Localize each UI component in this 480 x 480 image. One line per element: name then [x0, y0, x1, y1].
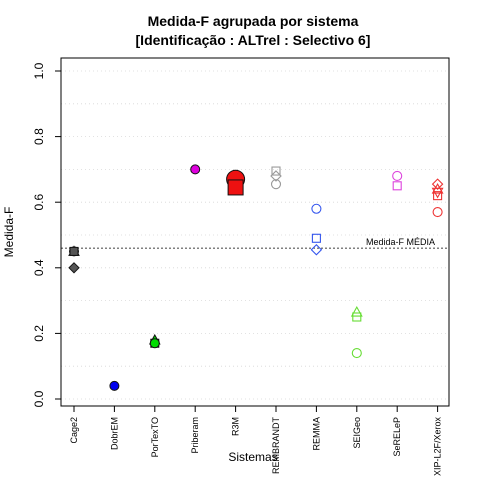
y-tick-label: 0.0: [32, 390, 46, 407]
y-axis-label: Medida-F: [2, 207, 16, 258]
chart-subtitle: [Identificação : ALTrel : Selectivo 6]: [136, 32, 371, 48]
data-point: [352, 312, 362, 322]
chart-title: Medida-F agrupada por sistema: [148, 13, 359, 29]
x-tick-label: Cage2: [69, 417, 79, 444]
data-point: [431, 178, 444, 190]
reference-line-group: Medida-F MÉDIA: [61, 237, 449, 249]
data-point: [271, 166, 281, 176]
data-point: [109, 380, 120, 391]
x-tick-label: SEIGeo: [352, 417, 362, 449]
data-point: [432, 206, 443, 218]
x-axis: Cage2 DobrEM PorTexTO Priberam R3M REMBRANDT R…: [69, 406, 443, 476]
x-tick-label: PorTexTO: [150, 417, 160, 457]
x-tick-label: REMMA: [311, 417, 321, 451]
data-point: [431, 187, 444, 199]
x-tick-label: R3M: [231, 417, 241, 436]
data-point: [350, 305, 363, 317]
x-tick-label: SeRELeP: [392, 417, 402, 457]
data-point: [149, 338, 160, 349]
average-reference-label: Medida-F MÉDIA: [366, 237, 435, 247]
data-point: [69, 246, 79, 256]
data-point: [311, 203, 322, 214]
data-point: [227, 179, 244, 196]
y-axis: 0.0 0.2 0.4 0.6 0.8 1.0: [32, 62, 61, 407]
data-points: [68, 164, 444, 391]
y-tick-label: 0.6: [32, 194, 46, 211]
data-point: [351, 348, 362, 359]
y-tick-label: 1.0: [32, 62, 46, 79]
data-point: [190, 164, 201, 175]
data-point: [392, 181, 402, 191]
y-tick-label: 0.2: [32, 325, 46, 342]
data-point: [433, 191, 443, 201]
data-point: [270, 179, 282, 190]
x-tick-label: REMBRANDT: [271, 417, 281, 475]
y-tick-label: 0.4: [32, 259, 46, 276]
data-point: [310, 243, 323, 256]
x-tick-label: XIP-L2F/Xerox: [433, 417, 443, 477]
grid-lines: [61, 70, 449, 400]
x-tick-label: Priberam: [190, 417, 200, 454]
data-point: [311, 233, 321, 243]
data-point: [392, 170, 403, 182]
data-point: [68, 262, 80, 274]
x-axis-label: Sistemas: [228, 450, 277, 464]
y-tick-label: 0.8: [32, 128, 46, 145]
data-point: [270, 170, 282, 182]
plot-frame: [60, 57, 450, 407]
x-tick-label: DobrEM: [109, 417, 119, 450]
